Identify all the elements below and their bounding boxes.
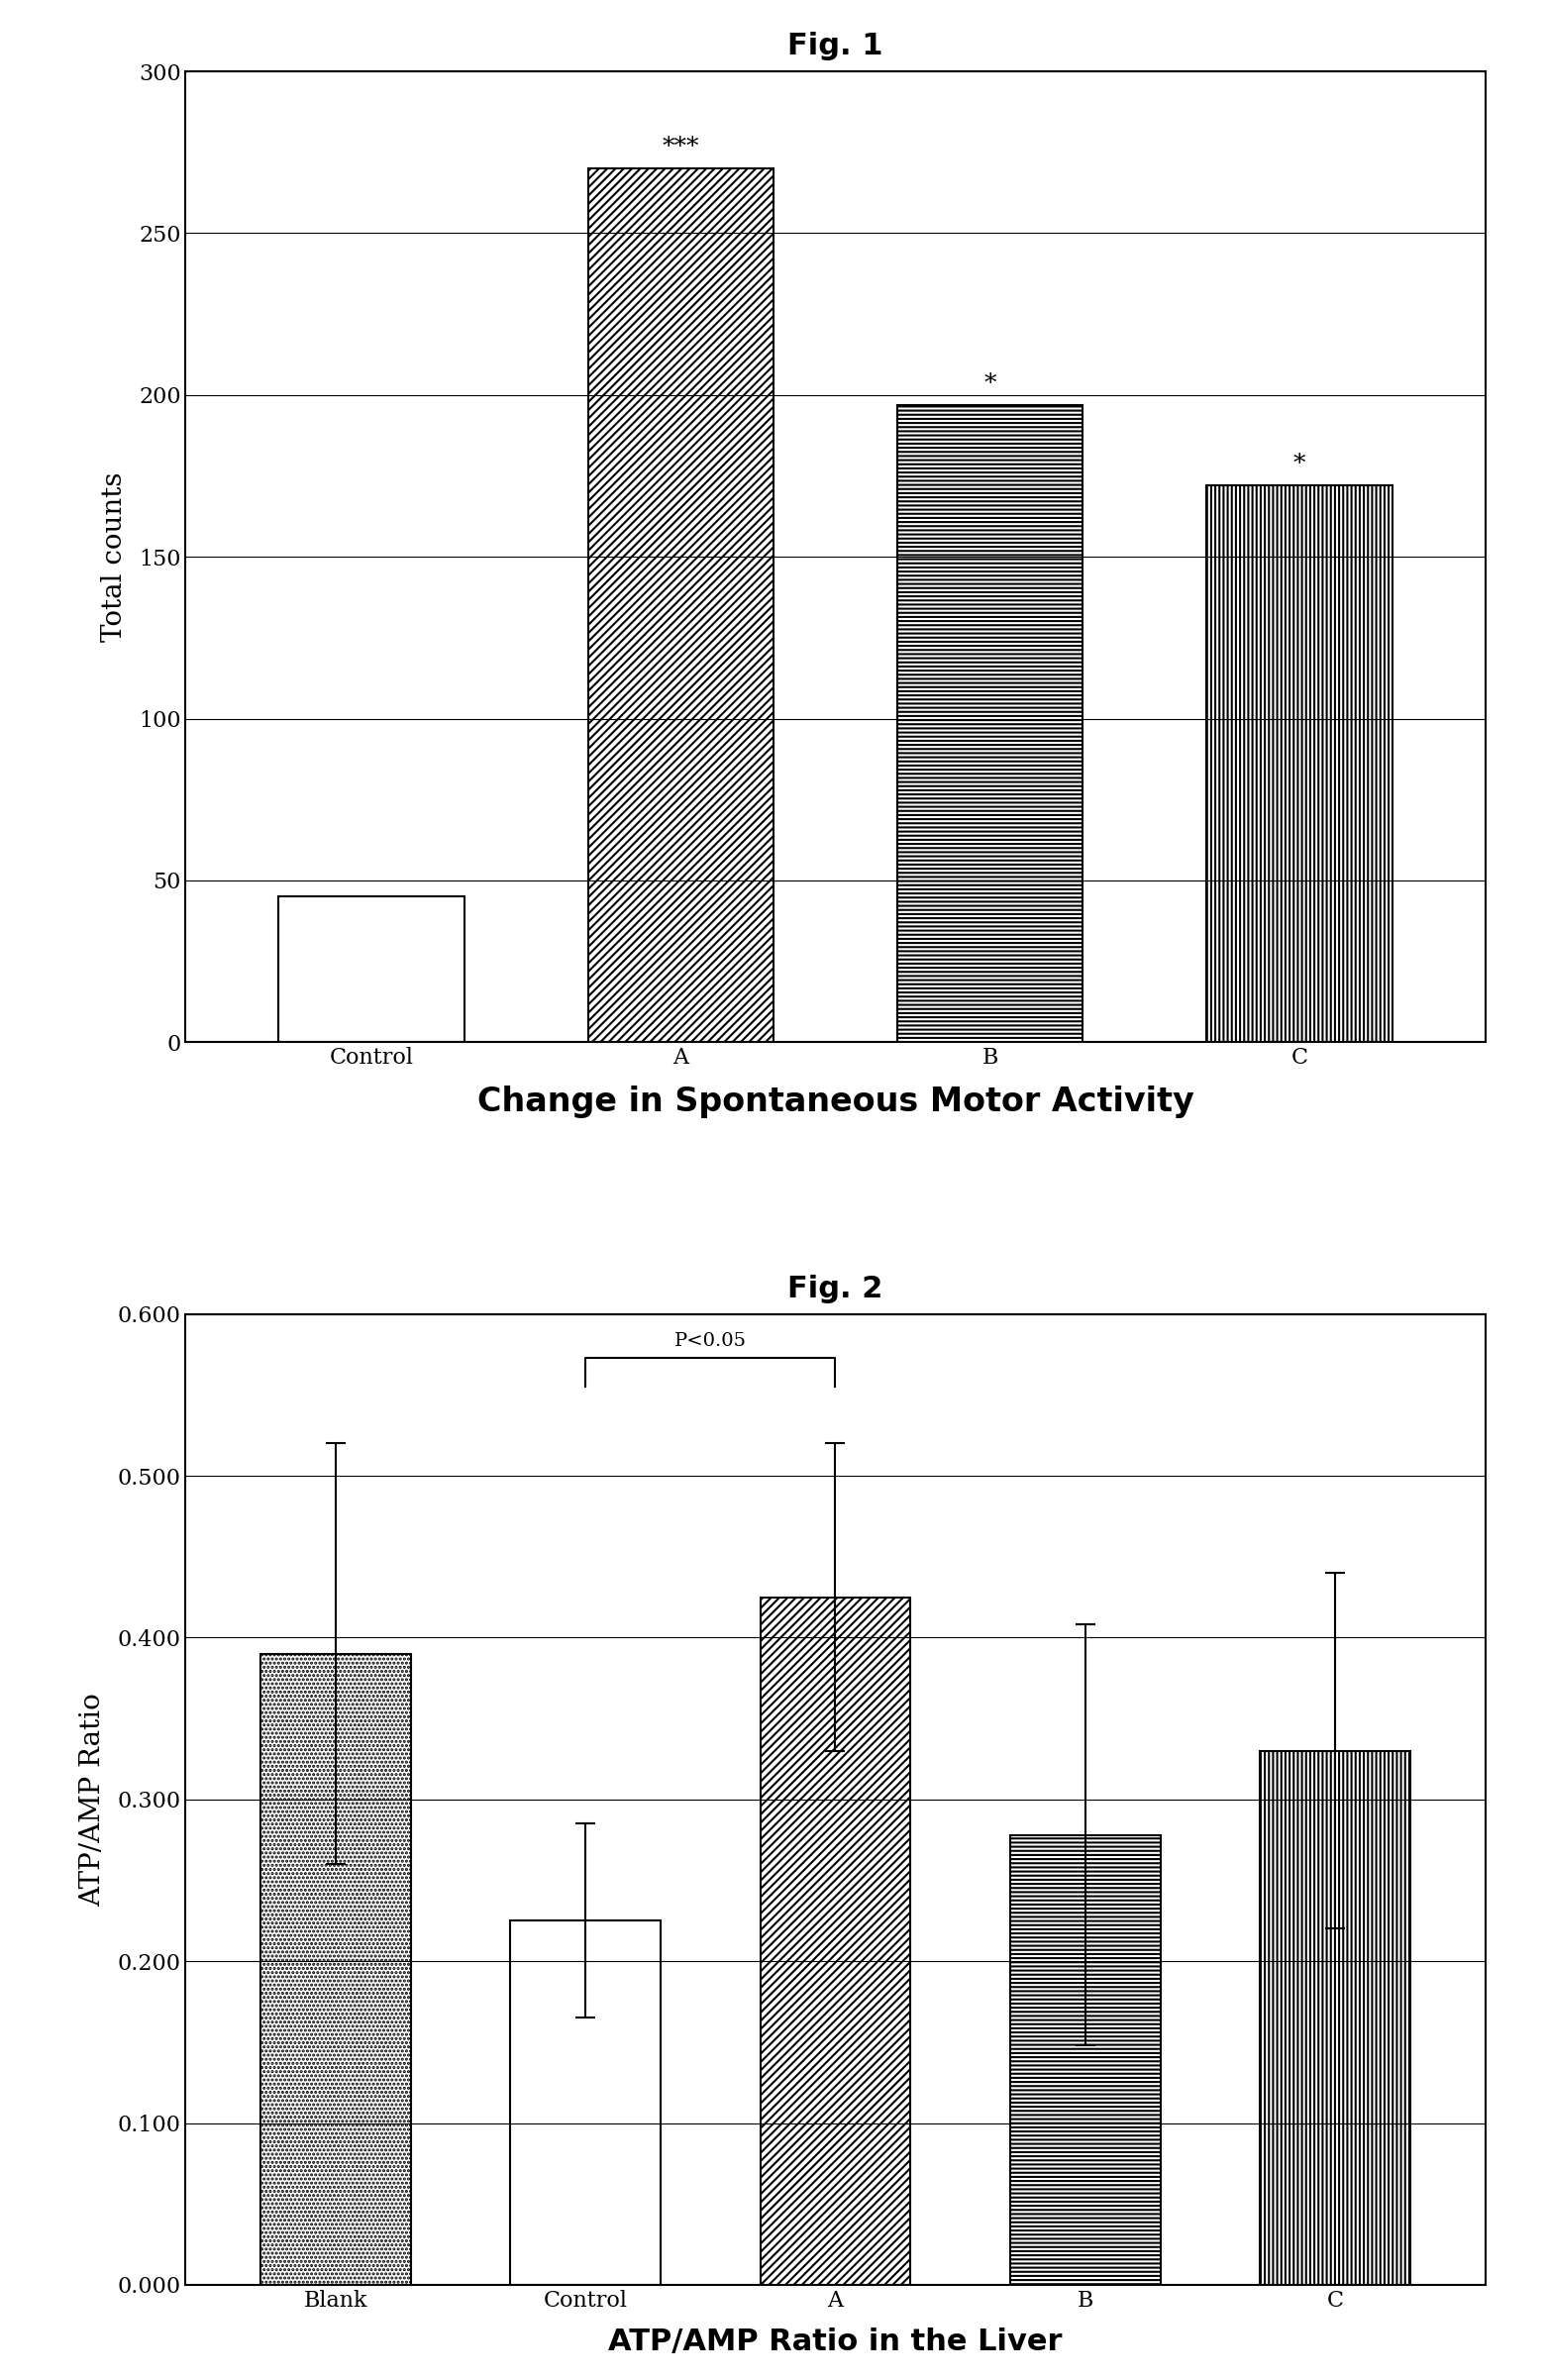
Bar	[1261, 1752, 1411, 2285]
Bar	[897, 405, 1083, 1042]
Title: Fig. 2: Fig. 2	[787, 1276, 883, 1304]
Text: *: *	[984, 371, 996, 395]
Bar	[511, 1921, 661, 2285]
X-axis label: ATP/AMP Ratio in the Liver: ATP/AMP Ratio in the Liver	[608, 2328, 1063, 2356]
Bar	[1010, 1835, 1160, 2285]
Bar	[1207, 486, 1392, 1042]
Text: ***: ***	[662, 136, 699, 159]
Y-axis label: Total counts: Total counts	[101, 471, 127, 643]
Bar	[588, 169, 774, 1042]
Text: *: *	[1293, 452, 1306, 476]
Bar	[260, 1654, 410, 2285]
Y-axis label: ATP/AMP Ratio: ATP/AMP Ratio	[79, 1692, 107, 1906]
X-axis label: Change in Spontaneous Motor Activity: Change in Spontaneous Motor Activity	[476, 1085, 1194, 1119]
Title: Fig. 1: Fig. 1	[787, 31, 883, 62]
Text: P<0.05: P<0.05	[674, 1333, 747, 1349]
Bar	[278, 897, 464, 1042]
Bar	[761, 1597, 910, 2285]
